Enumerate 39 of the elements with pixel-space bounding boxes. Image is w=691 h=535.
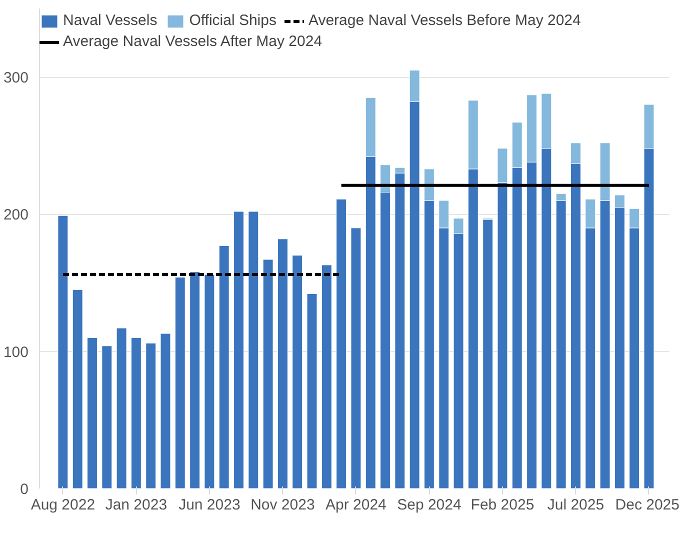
x-tick-label: Apr 2024 xyxy=(326,496,386,514)
bar xyxy=(350,228,362,488)
bar xyxy=(190,272,200,488)
x-tick-label: Feb 2025 xyxy=(470,496,534,514)
legend-label: Naval Vessels xyxy=(63,12,158,29)
y-tick-label: 200 xyxy=(3,206,29,224)
bar xyxy=(130,337,142,488)
bar xyxy=(87,337,98,488)
bar xyxy=(218,246,230,488)
bar xyxy=(277,238,288,488)
bar xyxy=(248,211,259,488)
x-tick-label: Nov 2023 xyxy=(250,496,315,514)
bar xyxy=(262,259,274,488)
bar xyxy=(146,342,156,488)
y-tick-label: 0 xyxy=(20,481,28,498)
x-tick-label: Jul 2025 xyxy=(547,496,604,514)
x-tick-label: Aug 2022 xyxy=(30,496,96,514)
legend-label: Average Naval Vessels Before May 2024 xyxy=(308,12,581,29)
bar xyxy=(306,294,318,488)
bar xyxy=(102,346,112,488)
legend-label: Official Ships xyxy=(189,12,276,29)
bar xyxy=(174,277,186,488)
y-tick-label: 300 xyxy=(3,70,29,87)
bar xyxy=(482,219,494,488)
bar xyxy=(336,198,347,488)
bar xyxy=(58,215,68,488)
x-tick-label: Sep 2024 xyxy=(397,496,462,514)
bar xyxy=(160,333,171,488)
legend-label: Average Naval Vessels After May 2024 xyxy=(63,33,322,50)
bar xyxy=(72,289,83,488)
bar xyxy=(292,255,303,488)
bar xyxy=(116,328,127,488)
y-tick-label: 100 xyxy=(3,344,29,361)
bar xyxy=(234,211,244,488)
x-tick-label: Dec 2025 xyxy=(615,496,680,514)
x-tick-label: Jan 2023 xyxy=(105,496,168,514)
bar xyxy=(321,264,332,488)
x-tick-label: Jun 2023 xyxy=(178,496,240,514)
bar xyxy=(204,274,215,488)
